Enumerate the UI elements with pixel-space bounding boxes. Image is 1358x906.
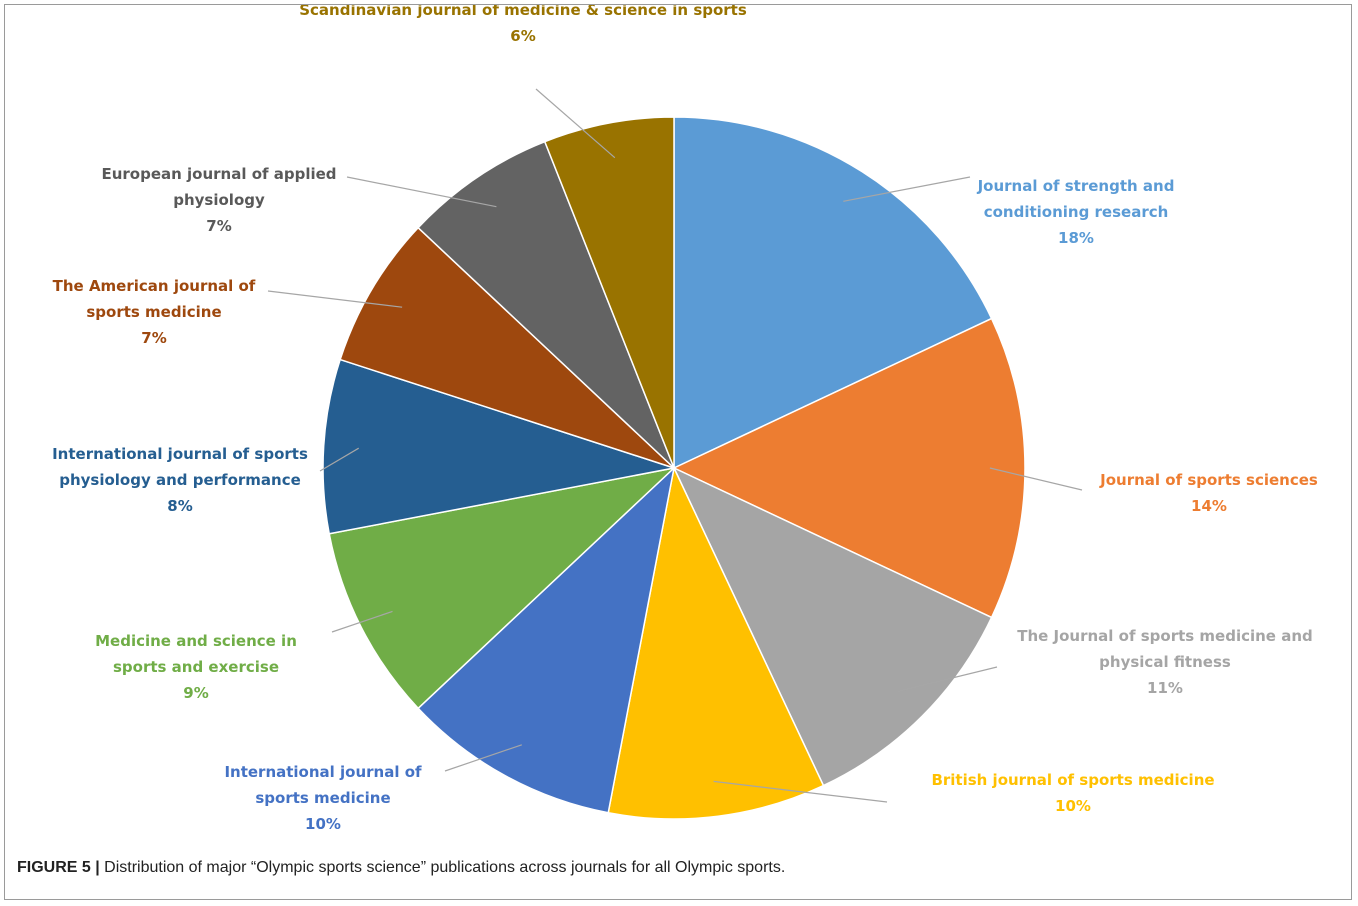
leader-line-9 [346, 176, 497, 208]
figure-caption: FIGURE 5 | Distribution of major “Olympi… [17, 859, 785, 877]
leader-line-1 [843, 176, 971, 202]
slice-label-line: physical fitness [1099, 653, 1231, 671]
slice-label-6: Medicine and science in sports and exerci… [95, 632, 297, 702]
slice-label-line: International journal of [224, 763, 422, 781]
slice-label-line: Journal of strength and [977, 177, 1175, 195]
slice-label-line: Scandinavian journal of medicine & scien… [299, 5, 747, 19]
pie-slice-2 [672, 317, 1026, 619]
slice-percent: 6% [510, 27, 535, 45]
leader-lines [267, 88, 1083, 803]
pie-slice-7 [322, 358, 675, 535]
pie-slice-9 [417, 140, 675, 469]
slice-percent: 7% [141, 329, 166, 347]
leader-line-5 [444, 744, 522, 772]
slice-percent: 7% [206, 217, 231, 235]
pie-chart: Journal of strength and conditioning rese… [52, 5, 1318, 833]
slice-label-line: Journal of sports sciences [1099, 471, 1318, 489]
pie-slice-1 [673, 116, 993, 470]
slice-label-line: The Journal of sports medicine and [1017, 627, 1313, 645]
leader-line-10 [535, 88, 616, 159]
slice-label-1: Journal of strength and conditioning rese… [977, 177, 1175, 247]
pie-slice-10 [543, 116, 675, 469]
pie-slice-8 [339, 226, 675, 469]
figure-frame: Journal of strength and conditioning rese… [4, 4, 1352, 900]
slice-percent: 10% [1055, 797, 1091, 815]
slice-label-line: European journal of applied [101, 165, 336, 183]
slice-label-4: British journal of sports medicine 10% [931, 771, 1214, 815]
leader-line-4 [713, 780, 888, 803]
slice-label-2: Journal of sports sciences 14% [1099, 471, 1318, 515]
slice-labels: Journal of strength and conditioning rese… [52, 5, 1318, 833]
slice-label-3: The Journal of sports medicine and physic… [1017, 627, 1313, 697]
slice-label-line: The American journal of [53, 277, 256, 295]
slice-label-line: Medicine and science in [95, 632, 297, 650]
figure-label: FIGURE 5 | [17, 859, 100, 876]
slice-label-9: European journal of applied physiology 7% [101, 165, 336, 235]
slice-percent: 8% [167, 497, 192, 515]
slice-label-5: International journal of sports medicine 1… [224, 763, 422, 833]
slice-percent: 10% [305, 815, 341, 833]
slice-label-line: physiology and performance [59, 471, 301, 489]
slice-percent: 11% [1147, 679, 1183, 697]
leader-line-2 [989, 467, 1083, 491]
pie-slices [322, 116, 1026, 820]
slice-label-line: International journal of sports [52, 445, 308, 463]
slice-percent: 18% [1058, 229, 1094, 247]
leader-line-3 [897, 666, 998, 692]
slice-label-7: International journal of sports physiolog… [52, 445, 308, 515]
leader-line-6 [331, 610, 393, 633]
leader-line-7 [319, 447, 360, 472]
slice-percent: 14% [1191, 497, 1227, 515]
pie-slice-6 [328, 466, 677, 710]
leader-line-8 [267, 290, 403, 308]
slice-label-line: physiology [173, 191, 265, 209]
pie-slice-3 [672, 466, 993, 787]
slice-label-line: conditioning research [984, 203, 1169, 221]
figure-caption-text: Distribution of major “Olympic sports sc… [99, 859, 786, 876]
slice-label-line: sports medicine [86, 303, 221, 321]
slice-label-10: Scandinavian journal of medicine & scien… [299, 5, 747, 45]
slice-label-line: British journal of sports medicine [931, 771, 1214, 789]
slice-label-8: The American journal of sports medicine 7% [53, 277, 256, 347]
slice-label-line: sports medicine [255, 789, 390, 807]
pie-slice-5 [417, 465, 676, 814]
slice-percent: 9% [183, 684, 208, 702]
slice-label-line: sports and exercise [113, 658, 279, 676]
